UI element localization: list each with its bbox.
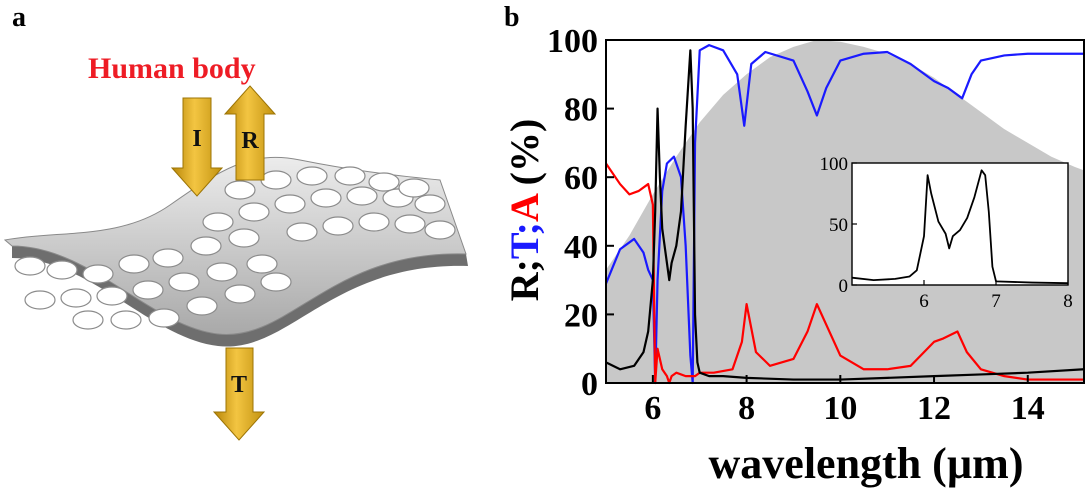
sheet-hole: [310, 188, 342, 208]
x-tick-label: 6: [644, 390, 661, 427]
sheet-hole: [14, 256, 46, 276]
sheet-hole: [82, 264, 114, 284]
sheet-hole: [228, 228, 260, 248]
sheet-hole: [424, 220, 456, 240]
sheet-hole: [334, 166, 366, 186]
sheet-hole: [394, 214, 426, 234]
inset-y-tick-label: 50: [829, 215, 848, 236]
sheet-hole: [202, 212, 234, 232]
arrow-i-label: I: [192, 126, 201, 152]
inset-frame: [851, 162, 1069, 286]
inset-reflectance-line: [851, 169, 1069, 285]
sheet-edge: [12, 246, 468, 347]
y-tick-label: 60: [564, 160, 598, 197]
sheet-hole: [152, 248, 184, 268]
sheet-hole: [346, 186, 378, 206]
sheet-hole: [414, 194, 446, 214]
sheet-hole: [224, 284, 256, 304]
y-tick-label: 80: [564, 92, 598, 129]
y-tick-label: 20: [564, 297, 598, 334]
sheet-hole: [322, 216, 354, 236]
sheet-hole: [110, 310, 142, 330]
y-axis-label-part: T;: [502, 222, 547, 259]
sheet-hole: [96, 286, 128, 306]
sheet-hole: [274, 194, 306, 214]
y-tick-label: 40: [564, 229, 598, 266]
x-tick-label: 8: [738, 390, 755, 427]
arrow-t-label: T: [231, 372, 247, 398]
y-axis-label: R;T;A (%): [502, 119, 547, 302]
panel-a-letter: a: [12, 2, 26, 33]
absorptance-line: [605, 162, 1084, 385]
sheet-hole: [168, 272, 200, 292]
sheet-hole: [286, 222, 318, 242]
y-tick-label: 0: [581, 366, 598, 403]
arrow-reflected: R: [223, 85, 277, 181]
arrow-transmitted: T: [212, 347, 266, 441]
inset-y-tick-label: 100: [820, 154, 849, 175]
sheet-hole: [398, 178, 430, 198]
sheet-hole: [224, 180, 256, 200]
sheet-hole: [206, 262, 238, 282]
panel-b-letter: b: [504, 2, 520, 33]
sheet-hole: [24, 290, 56, 310]
sheet-hole: [72, 310, 104, 330]
x-axis-label: wavelength (µm): [709, 439, 1024, 488]
y-axis-label-part: (%): [502, 119, 547, 196]
sheet-hole: [260, 272, 292, 292]
arrow-r-label: R: [241, 128, 259, 154]
x-tick-label: 10: [823, 390, 857, 427]
sheet-hole: [186, 296, 218, 316]
background-spectrum-area: [606, 40, 1084, 383]
sheet-hole: [368, 172, 400, 192]
sheet-holes: [14, 166, 456, 330]
arrow-incident: I: [170, 97, 224, 197]
y-tick-label: 100: [547, 23, 598, 60]
sheet-hole: [148, 308, 180, 328]
sheet-hole: [296, 166, 328, 186]
sheet-hole: [60, 288, 92, 308]
sheet-hole: [118, 254, 150, 274]
sheet-hole: [190, 236, 222, 256]
panel-a-illustration: I R T: [3, 85, 468, 441]
x-tick-label: 14: [1011, 390, 1045, 427]
inset-y-tick-label: 0: [839, 276, 849, 297]
y-axis-label-part: A: [502, 193, 547, 222]
sheet-hole: [358, 212, 390, 232]
human-body-title: Human body: [88, 52, 256, 85]
inset-x-tick-label: 7: [991, 291, 1001, 312]
x-tick-label: 12: [917, 390, 951, 427]
inset-x-tick-label: 6: [919, 291, 929, 312]
y-axis-label-part: R;: [502, 259, 547, 301]
sheet-hole: [132, 280, 164, 300]
plot-frame: [605, 39, 1085, 384]
sheet-hole: [238, 202, 270, 222]
inset-x-tick-label: 8: [1063, 291, 1073, 312]
sheet-hole: [46, 260, 78, 280]
transmittance-line: [604, 44, 1084, 385]
sheet-hole: [246, 254, 278, 274]
